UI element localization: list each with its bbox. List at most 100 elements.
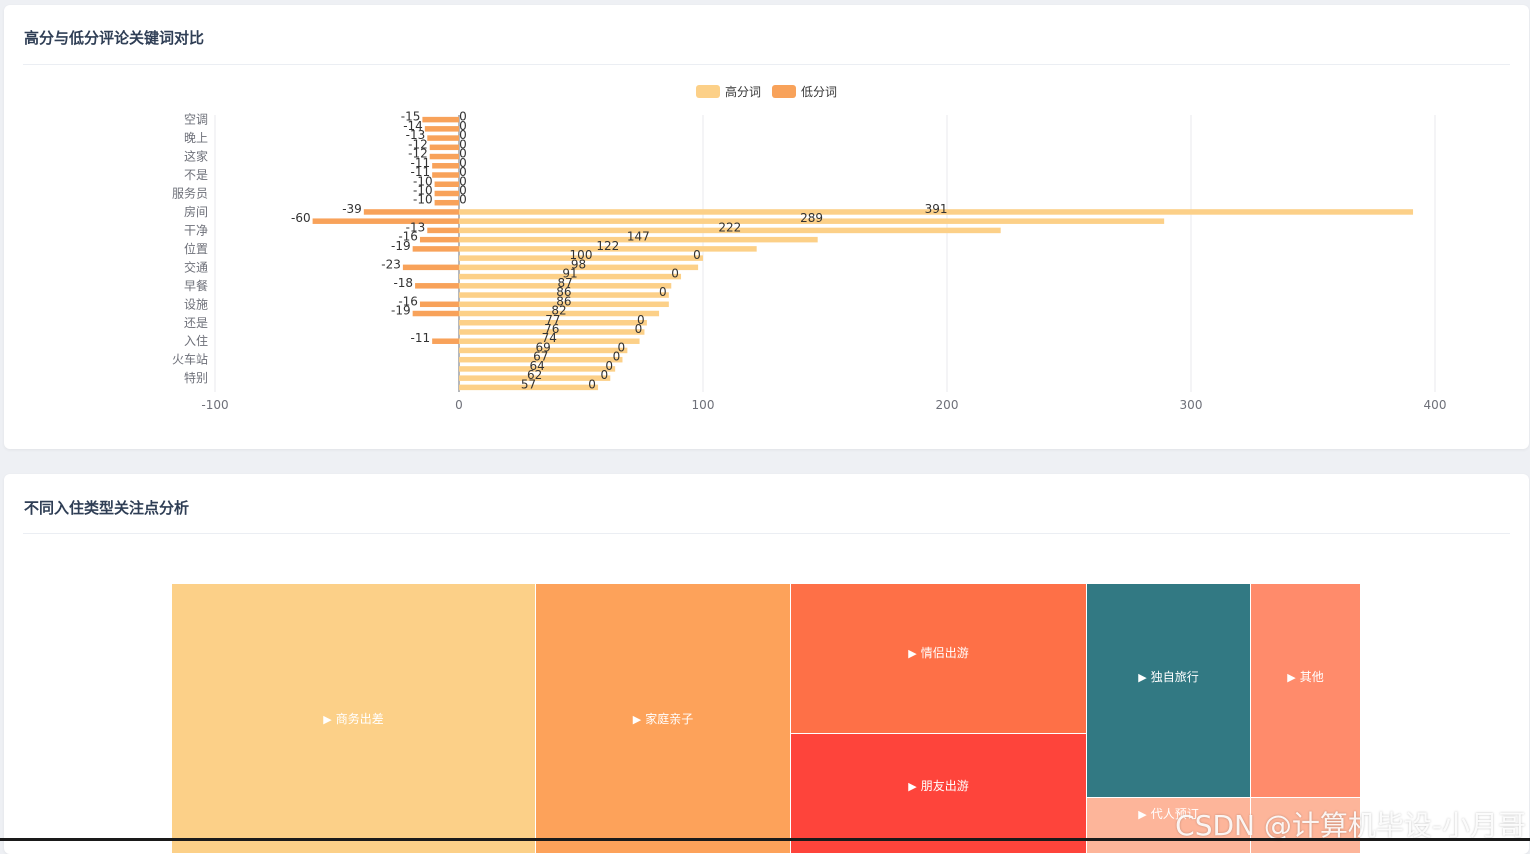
high-bar <box>459 283 672 289</box>
y-category-label: 火车站 <box>172 352 208 367</box>
low-bar <box>415 283 459 289</box>
treemap-tile[interactable]: ▶ 商务出差 <box>172 584 536 854</box>
low-value-label: -18 <box>393 276 413 290</box>
high-value-label: 0 <box>459 119 467 133</box>
low-value-label: -10 <box>413 174 433 188</box>
high-value-label: 0 <box>459 137 467 151</box>
low-bar <box>432 172 459 178</box>
treemap-tile[interactable]: ▶ 独自旅行 <box>1087 584 1251 798</box>
treemap-tile-label: ▶ 其他 <box>1287 668 1323 685</box>
treemap-node-name: 情侣出游 <box>920 646 969 660</box>
treemap-tile-label: ▶ 朋友出游 <box>908 777 968 794</box>
y-category-label: 还是 <box>184 316 208 330</box>
treemap-tile[interactable]: ▶ 家庭亲子 <box>536 584 791 854</box>
play-triangle-icon: ▶ <box>908 647 917 660</box>
high-bar <box>459 227 1001 234</box>
y-category-label: 房间 <box>184 204 208 219</box>
high-bar <box>459 292 669 298</box>
play-triangle-icon: ▶ <box>1287 671 1296 684</box>
low-bar <box>412 310 459 317</box>
low-value-label: -16 <box>398 294 418 308</box>
bottom-bar <box>0 838 1530 841</box>
divider <box>23 533 1510 534</box>
card-title: 不同入住类型关注点分析 <box>24 499 190 517</box>
low-bar <box>402 264 459 271</box>
low-value-label: -12 <box>408 137 428 151</box>
high-bar <box>459 356 623 363</box>
zero-value-label: 0 <box>693 248 701 262</box>
low-bar <box>429 153 459 160</box>
y-category-label: 特别 <box>184 370 208 385</box>
zero-value-label: 0 <box>613 350 621 364</box>
low-bar <box>432 338 459 344</box>
divider <box>23 64 1510 65</box>
play-triangle-icon: ▶ <box>323 713 332 726</box>
zero-value-label: 0 <box>618 340 626 354</box>
stay-type-treemap: ▶ 商务出差 ▶ 家庭亲子 ▶ 情侣出游 ▶ 朋友出游 ▶ 独自旅行 ▶ 其他 ▶ 代人预订 <box>4 474 1529 854</box>
high-bar <box>459 329 645 335</box>
low-value-label: -39 <box>342 202 362 216</box>
y-category-label: 不是 <box>184 168 208 182</box>
play-triangle-icon: ▶ <box>1138 808 1147 821</box>
y-category-label: 位置 <box>184 241 208 256</box>
low-value-label: -14 <box>403 119 423 133</box>
high-value-label: 82 <box>551 304 566 318</box>
low-bar <box>312 218 459 224</box>
treemap-tile[interactable]: ▶ 情侣出游 <box>791 584 1087 734</box>
high-value-label: 87 <box>557 276 572 290</box>
zero-value-label: 0 <box>605 359 613 373</box>
low-bar <box>427 135 459 141</box>
treemap-tile-label: ▶ 情侣出游 <box>908 644 968 661</box>
high-bar <box>459 375 611 381</box>
treemap-tile[interactable]: ▶ 朋友出游 <box>791 734 1087 854</box>
low-value-label: -19 <box>391 239 411 253</box>
high-value-label: 74 <box>542 331 557 345</box>
treemap-node-name: 家庭亲子 <box>645 712 694 726</box>
low-value-label: -23 <box>381 257 401 271</box>
y-category-label: 交通 <box>184 259 208 274</box>
treemap-tile[interactable]: ▶ 其他 <box>1251 584 1361 798</box>
y-category-label: 干净 <box>184 223 208 237</box>
zero-value-label: 0 <box>659 285 667 299</box>
treemap-tile-label: ▶ 家庭亲子 <box>633 710 693 727</box>
treemap-node-name: 商务出差 <box>335 712 384 726</box>
high-bar <box>459 255 703 261</box>
y-category-label: 这家 <box>184 149 208 164</box>
x-tick-label: 400 <box>1424 398 1447 412</box>
high-value-label: 0 <box>459 183 467 197</box>
y-category-label: 设施 <box>184 297 208 311</box>
high-value-label: 147 <box>627 230 650 244</box>
keyword-compare-card: 高分与低分评论关键词对比 -100 0 100 200 300 400 高分词 低分词 空调 晚上… <box>4 5 1529 449</box>
high-bar <box>459 366 616 372</box>
high-bar <box>459 347 628 354</box>
card-title: 高分与低分评论关键词对比 <box>24 29 205 47</box>
high-value-label: 289 <box>800 211 823 225</box>
low-value-label: -11 <box>411 165 431 179</box>
legend: 高分词 低分词 <box>696 84 837 99</box>
zero-value-label: 0 <box>600 368 608 382</box>
low-bar <box>412 246 459 252</box>
high-bar <box>459 384 599 391</box>
treemap-node-name: 朋友出游 <box>920 779 969 793</box>
high-value-label: 0 <box>459 128 467 142</box>
high-bar <box>459 264 699 271</box>
low-bar <box>419 236 459 243</box>
low-bar <box>424 126 459 132</box>
high-value-label: 57 <box>521 377 536 391</box>
high-bar <box>459 320 647 326</box>
treemap-node-name: 代人预订 <box>1150 807 1199 821</box>
low-value-label: -11 <box>411 156 431 170</box>
low-bar <box>434 181 459 187</box>
high-bar <box>459 209 1414 215</box>
high-value-label: 222 <box>718 220 741 234</box>
high-value-label: 0 <box>459 193 467 207</box>
high-value-label: 67 <box>533 350 548 364</box>
treemap-tile-label: ▶ 独自旅行 <box>1138 668 1198 685</box>
stay-type-card: 不同入住类型关注点分析 ▶ 商务出差 ▶ 家庭亲子 ▶ 情侣出游 ▶ 朋友出游 ▶ 独自旅行 ▶ 其他… <box>4 474 1529 854</box>
x-tick-label: 0 <box>455 398 463 412</box>
high-value-label: 62 <box>527 368 542 382</box>
high-bar <box>459 236 818 243</box>
high-value-label: 77 <box>545 313 560 327</box>
y-category-label: 入住 <box>184 334 208 348</box>
